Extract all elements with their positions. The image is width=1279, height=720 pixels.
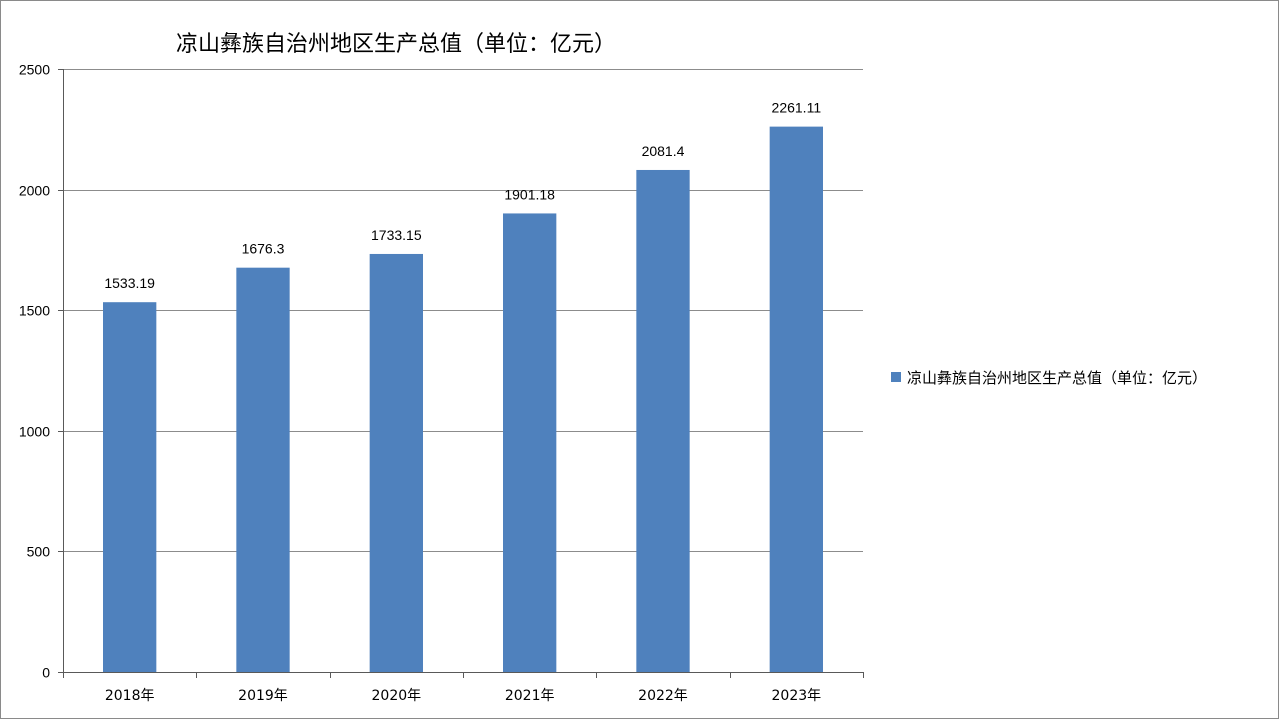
x-tick-label: 2022年 xyxy=(638,688,688,704)
y-tick-label: 1000 xyxy=(19,424,50,440)
bars xyxy=(103,126,823,673)
x-tick-label: 2023年 xyxy=(772,688,822,704)
data-label: 1901.18 xyxy=(504,186,555,202)
legend-swatch xyxy=(891,372,901,382)
x-tick-label: 2020年 xyxy=(372,688,422,704)
bar xyxy=(769,126,823,673)
data-label: 1676.3 xyxy=(242,241,285,257)
x-tick-label: 2021年 xyxy=(505,688,555,704)
data-label: 1533.19 xyxy=(104,275,155,291)
bar xyxy=(103,302,157,672)
bar xyxy=(636,169,690,673)
legend-label: 凉山彝族自治州地区生产总值（单位：亿元） xyxy=(907,369,1207,387)
y-tick-label: 2000 xyxy=(19,183,50,199)
bar xyxy=(236,267,290,672)
gridlines xyxy=(63,69,863,552)
y-tick-label: 500 xyxy=(27,544,51,560)
data-label: 2081.4 xyxy=(642,143,685,159)
chart-title: 凉山彝族自治州地区生产总值（单位：亿元） xyxy=(176,32,616,57)
y-tick-label: 0 xyxy=(42,665,50,681)
data-labels: 1533.19 1676.3 1733.15 1901.18 2081.4 2261.11 xyxy=(104,100,821,292)
data-label: 1733.15 xyxy=(371,227,422,243)
x-tick-label: 2018年 xyxy=(105,688,155,704)
axes: 0 500 1000 1500 2000 2500 2018年 2019年 2020年 2021年… xyxy=(19,62,864,704)
bar xyxy=(503,213,557,673)
y-tick-label: 2500 xyxy=(19,62,50,78)
x-tick-label: 2019年 xyxy=(238,688,288,704)
legend: 凉山彝族自治州地区生产总值（单位：亿元） xyxy=(891,369,1207,387)
y-tick-label: 1500 xyxy=(19,303,50,319)
data-label: 2261.11 xyxy=(772,100,822,116)
bar xyxy=(369,253,423,672)
